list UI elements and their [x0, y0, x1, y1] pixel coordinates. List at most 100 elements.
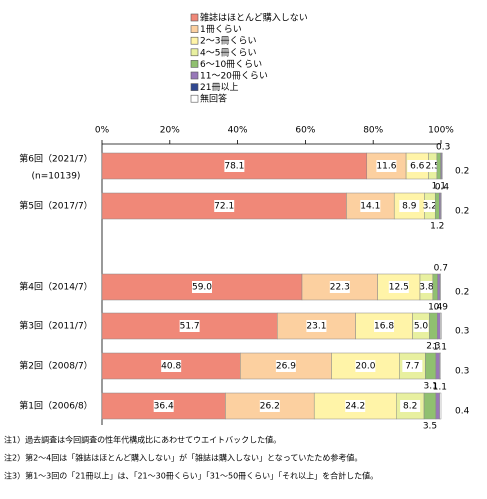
category-label: 第1回（2006/8） [19, 400, 92, 412]
label-box [355, 360, 376, 372]
legend-swatch [190, 94, 199, 103]
data-label: 20.0 [355, 362, 375, 372]
label-box [224, 160, 245, 172]
label-box [399, 200, 420, 212]
data-label: 72.1 [214, 202, 234, 212]
label-box [161, 360, 182, 372]
data-label: 0.3 [455, 367, 469, 377]
data-label: 5.0 [414, 322, 429, 332]
label-box [179, 320, 200, 332]
data-label: 3.2 [423, 202, 437, 212]
data-label: 6.6 [410, 162, 425, 172]
data-label: 11.6 [376, 162, 396, 172]
label-box [413, 320, 429, 332]
data-label: 1.1 [432, 182, 446, 192]
bar-segment [439, 273, 441, 301]
data-label: 24.2 [345, 402, 365, 412]
data-label: 0.2 [455, 288, 469, 298]
bar-segment [434, 192, 440, 220]
data-label: 1.1 [433, 383, 447, 393]
bar-segment [101, 192, 347, 220]
label-box [306, 320, 327, 332]
bar-segment [225, 392, 315, 420]
category-label: 第2回（2008/7） [19, 360, 92, 372]
data-label: 26.2 [260, 402, 280, 412]
note: 注2）第2〜4回は「雑誌はほとんど購入しない」が「雑誌は購入しない」となっていた… [4, 453, 362, 463]
label-box [388, 281, 409, 293]
data-label: 36.4 [154, 402, 174, 412]
legend-swatch [190, 13, 199, 22]
data-label: 51.7 [180, 322, 200, 332]
bar-segment [440, 192, 442, 220]
data-label: 0.4 [455, 407, 470, 417]
data-label: 14.1 [360, 202, 380, 212]
label-box [345, 400, 366, 412]
data-label: 3.1 [423, 382, 437, 392]
label-box [376, 160, 397, 172]
data-label: 7.7 [405, 362, 419, 372]
data-label: 1.4 [428, 303, 443, 313]
data-label: 0.9 [434, 303, 449, 313]
data-label: 12.5 [389, 283, 409, 293]
data-label: 1.2 [430, 222, 444, 232]
label-box [374, 320, 395, 332]
x-tick-label: 60% [295, 126, 315, 136]
x-tick-label: 80% [363, 126, 383, 136]
data-label: 0.2 [455, 207, 469, 217]
label-box [407, 160, 428, 172]
bar-segment [439, 392, 442, 420]
bar-segment [432, 273, 438, 301]
data-label: 26.9 [276, 362, 296, 372]
data-label: 0.4 [435, 183, 450, 193]
legend-swatch [190, 36, 199, 45]
legend-swatch [190, 25, 199, 33]
data-label: 2.3 [426, 342, 440, 352]
legend-label: 4〜5冊くらい [200, 47, 256, 58]
x-tick-label: 40% [228, 126, 248, 136]
label-box [214, 200, 235, 212]
bar-segment [437, 273, 441, 301]
legend-label: 無回答 [200, 93, 227, 105]
bar-segment [429, 312, 438, 340]
data-label: 40.8 [161, 362, 181, 372]
label-box [402, 360, 423, 372]
label-box [275, 360, 296, 372]
category-note: (n=10139) [32, 172, 81, 182]
data-label: 0.3 [455, 327, 469, 337]
category-label: 第6回（2021/7） [19, 153, 92, 165]
legend-label: 2〜3冊くらい [200, 36, 256, 47]
label-box [192, 281, 213, 293]
data-label: 22.3 [330, 283, 350, 293]
label-box [329, 281, 350, 293]
data-label: 16.8 [374, 322, 394, 332]
label-box [259, 400, 280, 412]
bar-segment [436, 152, 441, 180]
legend-label: 1冊くらい [200, 24, 242, 35]
category-label: 第4回（2014/7） [19, 281, 92, 293]
bar-segment [435, 392, 440, 420]
legend-label: 11〜20冊くらい [200, 71, 268, 82]
label-box [420, 281, 433, 293]
note: 注1）過去調査は今回調査の性年代構成比にあわせてウエイトバックした値。 [4, 435, 281, 445]
note: 注3）第1〜3回の「21冊以上」は、「21〜30冊くらい」「31〜50冊くらい」… [4, 471, 378, 481]
data-label: 0.2 [455, 167, 469, 177]
data-label: 8.2 [403, 402, 417, 412]
category-label: 第5回（2017/7） [19, 200, 92, 212]
data-label: 23.1 [306, 322, 326, 332]
legend-swatch [190, 48, 199, 57]
data-label: 59.0 [192, 283, 212, 293]
label-box [400, 400, 421, 412]
legend-label: 6〜10冊くらい [200, 59, 262, 70]
legend-swatch [190, 60, 199, 68]
bar-segment [437, 312, 441, 340]
bar-segment [435, 352, 440, 380]
bar-segment [425, 352, 437, 380]
legend-label: 雑誌はほとんど購入しない [200, 12, 308, 24]
label-box [153, 400, 174, 412]
x-tick-label: 0% [95, 126, 110, 136]
data-label: 0.3 [436, 143, 450, 153]
legend-swatch [190, 83, 199, 91]
legend-swatch [190, 71, 199, 80]
legend-label: 21冊以上 [200, 82, 238, 93]
